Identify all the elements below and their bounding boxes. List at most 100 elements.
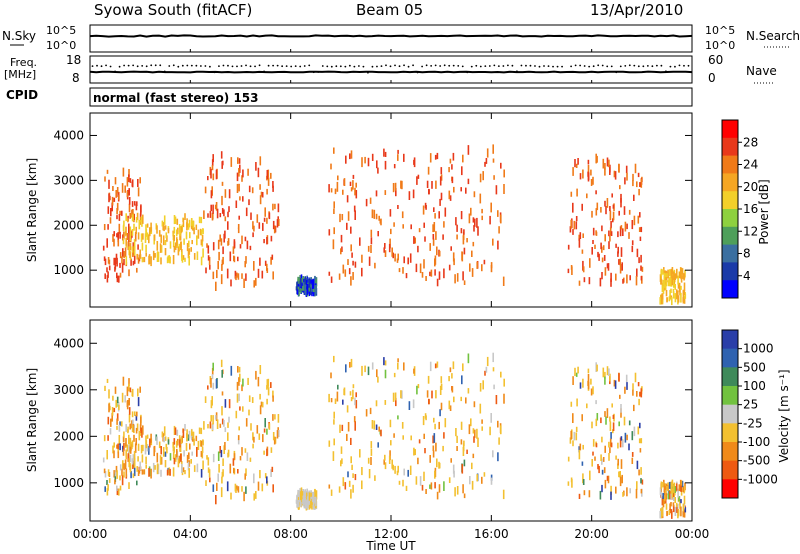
power-echo [479,173,482,183]
nave-point [263,70,265,73]
velocity-echo [398,480,401,485]
power-echo [345,155,347,164]
velocity-echo [456,446,458,451]
velocity-echo [376,369,378,378]
velocity-echo [257,376,260,387]
power-echo [246,240,249,250]
power-echo [463,247,466,255]
power-echo [235,200,238,208]
power-echo [613,170,616,178]
velocity-echo [195,435,198,442]
velocity-echo [221,471,224,478]
velocity-echo [148,468,150,477]
velocity-echo [220,449,223,458]
power-echo [482,171,484,181]
velocity-echo [618,471,620,478]
velocity-echo [675,502,678,508]
velocity-echo [374,475,376,481]
power-echo [180,226,183,233]
power-echo [623,206,626,215]
power-echo [187,223,190,230]
y-tick-label: 1000 [53,263,84,277]
velocity-echo [207,385,209,390]
velocity-echo [191,429,193,436]
power-echo [677,290,679,298]
velocity-echo [618,421,620,427]
velocity-echo [341,424,344,431]
nsky-panel: N.Sky 10^5 10^0 10^5 10^0 N.Search [2,24,800,53]
power-echo [601,272,603,280]
velocity-echo [135,414,138,421]
power-echo [212,204,214,214]
power-echo [637,215,640,224]
velocity-echo [304,489,307,498]
velocity-echo [182,467,185,473]
velocity-echo [111,407,114,416]
colorbar-swatch [722,367,738,387]
velocity-echo [429,361,432,372]
velocity-echo [333,411,335,419]
velocity-echo [349,391,352,396]
velocity-echo [668,481,671,489]
power-echo [139,220,141,225]
velocity-echo [467,388,470,394]
velocity-echo [410,435,412,441]
power-echo [118,194,120,200]
velocity-echo [503,393,505,404]
velocity-echo [221,476,223,484]
velocity-echo [217,473,219,482]
velocity-echo [575,432,578,441]
velocity-echo [200,440,203,447]
power-echo [210,190,213,199]
velocity-echo [165,443,168,450]
velocity-echo [417,384,420,389]
power-echo [245,207,248,217]
power-echo [609,164,611,173]
power-echo [582,233,584,238]
velocity-echo [241,486,243,492]
power-echo [238,183,240,192]
nave-point [637,65,640,68]
velocity-echo [182,429,185,438]
nave-point [218,65,220,67]
velocity-echo [429,484,431,489]
power-echo [126,190,129,198]
velocity-echo [344,482,347,490]
power-echo [427,166,430,175]
velocity-echo [133,434,135,442]
power-echo [351,252,353,258]
power-echo [238,158,241,164]
power-echo [674,293,677,303]
velocity-echo [354,421,356,431]
velocity-ylabel: Slant Range [km] [25,368,39,472]
nave-point [150,64,153,67]
power-echo [274,203,276,210]
nave-point [665,70,667,73]
power-echo [118,223,121,234]
power-echo [608,241,610,249]
power-echo [619,185,621,190]
power-echo [135,204,138,211]
power-echo [503,184,505,194]
power-echo [128,169,130,177]
velocity-echo [150,468,152,479]
power-echo [364,156,366,164]
power-echo [172,255,175,265]
power-echo [228,206,230,213]
velocity-echo [139,431,141,436]
power-echo [611,193,613,198]
velocity-echo [233,467,235,474]
nave-point [412,64,414,67]
velocity-echo [370,441,373,449]
velocity-echo [185,442,188,451]
nave-point [136,65,139,68]
velocity-echo [432,450,435,458]
velocity-echo [592,451,594,456]
colorbar-swatch [722,404,738,424]
nave-point [290,65,293,68]
power-echo [139,177,141,184]
velocity-echo [367,366,370,376]
power-echo [384,151,387,157]
nave-point [109,65,112,68]
power-echo [481,215,483,221]
